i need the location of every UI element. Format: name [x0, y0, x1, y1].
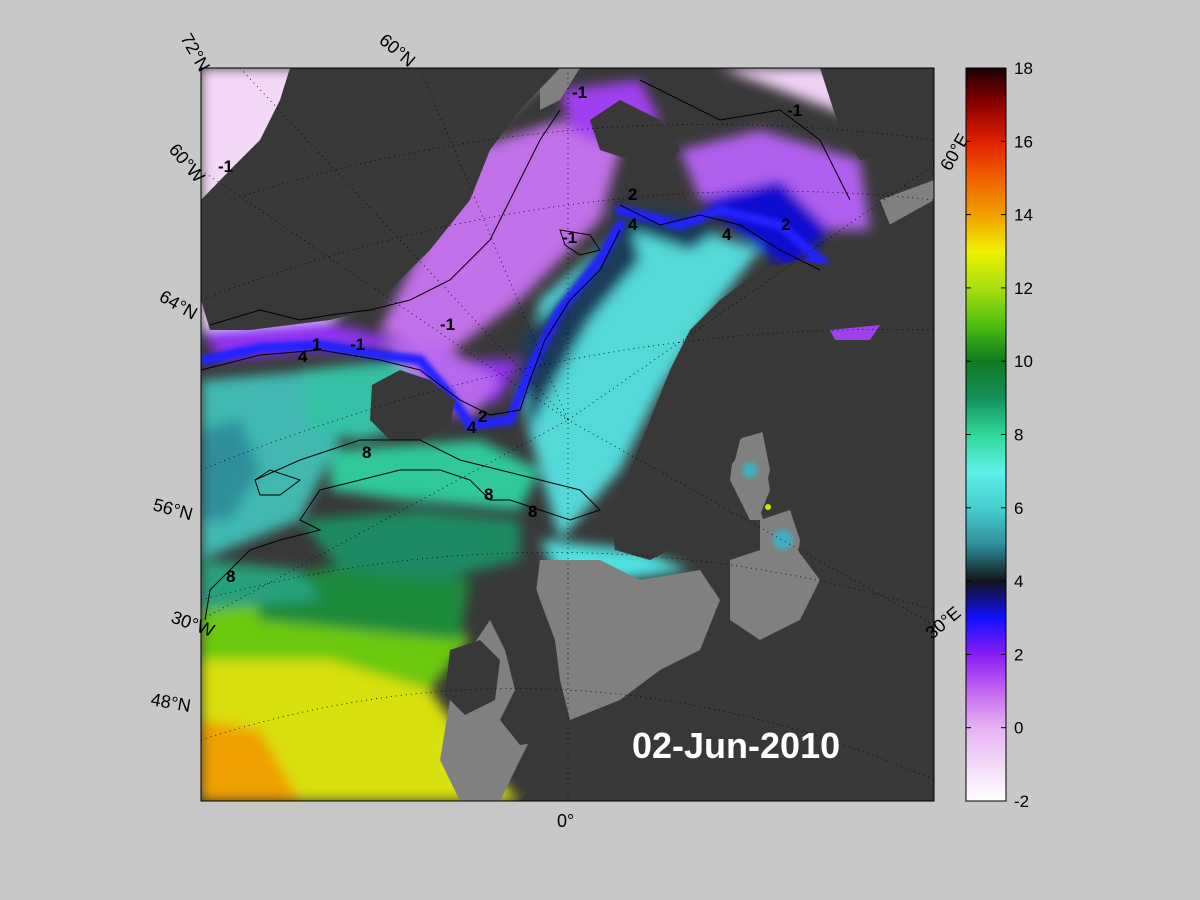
contour-label: 8 [484, 485, 493, 504]
map-panel: -1 -1 -1 -1 -1 -1 2 2 2 4 4 4 4 1 8 8 8 … [201, 68, 934, 801]
lat-label-68n: 60°N [375, 30, 419, 71]
contour-label: -1 [562, 228, 577, 247]
great-britain [490, 570, 570, 745]
iceland [370, 370, 455, 440]
colorbar-tick-label: 6 [1014, 499, 1023, 518]
contour-label: 8 [362, 443, 371, 462]
contour-label: 4 [298, 347, 308, 366]
svalbard [590, 100, 680, 170]
colorbar-tick-label: 16 [1014, 132, 1033, 151]
ireland [445, 640, 500, 715]
contour-lines [201, 79, 851, 621]
colorbar-tick-label: 18 [1014, 59, 1033, 78]
contour-label: -1 [572, 83, 587, 102]
colorbar-gradient [965, 67, 1007, 802]
colorbar-tick-label: 8 [1014, 426, 1023, 445]
contour-label: -1 [787, 101, 802, 120]
contour-label: -1 [218, 157, 233, 176]
lat-label-48n: 48°N [149, 689, 192, 716]
lon-label-0: 0° [557, 811, 574, 831]
contour-labels: -1 -1 -1 -1 -1 -1 2 2 2 4 4 4 4 1 8 8 8 … [218, 83, 802, 586]
date-label: 02-Jun-2010 [632, 725, 840, 766]
contour-label: 4 [722, 225, 732, 244]
contour-label: 2 [628, 185, 637, 204]
land-masses [201, 68, 934, 801]
graticule [201, 68, 934, 801]
contour-label: 1 [312, 335, 321, 354]
contour-label: -1 [350, 335, 365, 354]
contour-label: 8 [528, 502, 537, 521]
colorbar-tick-label: -2 [1014, 792, 1029, 811]
lat-label-56n: 56°N [151, 495, 195, 525]
colorbar-tick-label: 14 [1014, 206, 1033, 225]
contour-label: -1 [440, 315, 455, 334]
colorbar: 18 16 14 12 10 8 6 4 2 0 -2 [965, 59, 1033, 811]
europe [520, 700, 700, 801]
colorbar-ticks: 18 16 14 12 10 8 6 4 2 0 -2 [966, 59, 1033, 811]
contour-label: 4 [628, 215, 638, 234]
contour-label: 8 [226, 567, 235, 586]
colorbar-tick-label: 2 [1014, 645, 1023, 664]
greenland [201, 68, 560, 330]
contour-label: 4 [467, 418, 477, 437]
scandinavia [610, 200, 934, 560]
colorbar-tick-label: 10 [1014, 352, 1033, 371]
contour-label: 2 [478, 407, 487, 426]
contour-label: 2 [781, 215, 790, 234]
map-frame [200, 67, 935, 802]
lat-label-64n: 64°N [156, 286, 201, 323]
colorbar-tick-label: 0 [1014, 719, 1023, 738]
colorbar-tick-label: 12 [1014, 279, 1033, 298]
colorbar-tick-label: 4 [1014, 572, 1023, 591]
baltic-sea [738, 325, 880, 600]
